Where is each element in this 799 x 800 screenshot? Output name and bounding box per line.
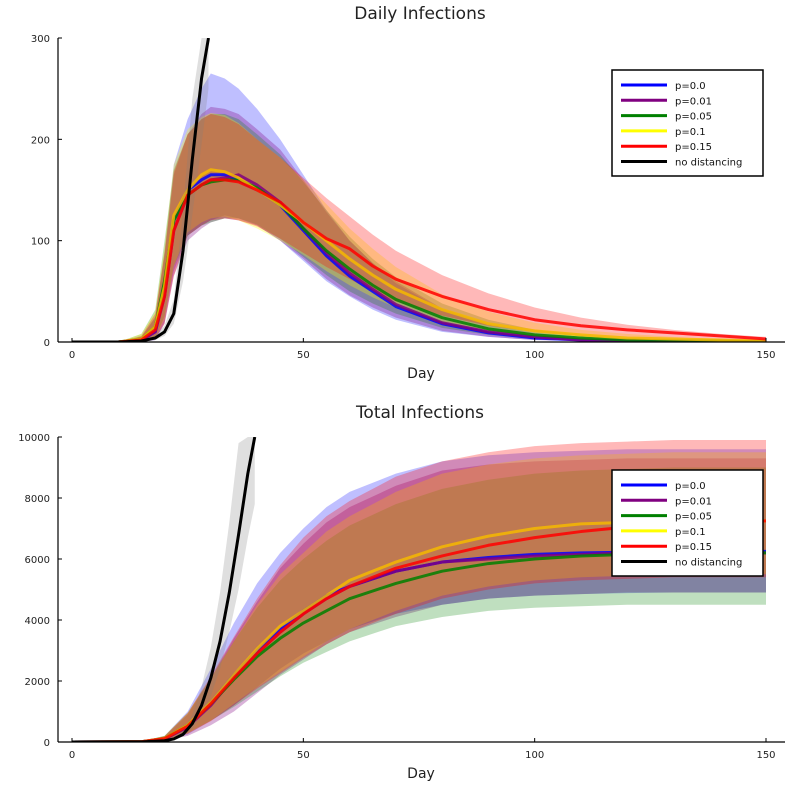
legend-label: no distancing (675, 558, 742, 569)
x-tick-label: 50 (297, 350, 310, 361)
legend-label: no distancing (675, 158, 742, 169)
x-axis-label: Day (407, 766, 435, 782)
legend-label: p=0.15 (675, 542, 712, 553)
legend-label: p=0.01 (675, 96, 712, 107)
x-tick-label: 50 (297, 750, 310, 761)
legend-label: p=0.05 (675, 512, 712, 523)
y-tick-label: 8000 (25, 494, 50, 505)
y-tick-label: 2000 (25, 677, 50, 688)
total-infections-panel: Total Infections 0 50 100 150 0 2000 4000 6000 8… (18, 403, 785, 782)
x-tick-label: 150 (756, 750, 775, 761)
legend-label: p=0.1 (675, 527, 706, 538)
legend: p=0.0 p=0.01 p=0.05 p=0.1 p=0.15 no distancin… (611, 69, 764, 177)
x-tick-label: 0 (69, 750, 75, 761)
x-tick-label: 100 (525, 350, 544, 361)
legend-label: p=0.15 (675, 142, 712, 153)
band-p-0-05 (72, 114, 766, 342)
chart-title: Daily Infections (354, 4, 486, 24)
y-tick-label: 0 (44, 338, 50, 349)
y-tick-label: 10000 (18, 433, 50, 444)
confidence-bands (72, 38, 766, 342)
legend-label: p=0.0 (675, 481, 706, 492)
axes: 0 50 100 150 0 2000 4000 6000 8000 10000 (18, 433, 785, 761)
y-tick-label: 200 (31, 135, 50, 146)
legend-label: p=0.01 (675, 496, 712, 507)
axes: 0 50 100 150 0 100 200 300 (31, 34, 785, 361)
x-tick-label: 150 (756, 350, 775, 361)
legend-label: p=0.1 (675, 127, 706, 138)
x-axis-label: Day (407, 366, 435, 382)
legend: p=0.0 p=0.01 p=0.05 p=0.1 p=0.15 no distancin… (611, 469, 764, 577)
y-tick-label: 0 (44, 738, 50, 749)
band-p-0-05 (72, 467, 766, 742)
legend-box (611, 469, 764, 577)
y-tick-label: 300 (31, 34, 50, 45)
series-lines (72, 38, 767, 342)
x-tick-label: 100 (525, 750, 544, 761)
band-p-0-15 (72, 114, 766, 342)
legend-box (611, 69, 764, 177)
series-line-no-distancing (72, 38, 210, 342)
series-line-p-0-15 (72, 178, 767, 342)
band-p-0-01 (72, 106, 766, 342)
daily-infections-panel: Daily Infections 0 50 100 150 0 100 200 300 Day… (31, 4, 785, 382)
legend-label: p=0.05 (675, 112, 712, 123)
y-tick-label: 4000 (25, 616, 50, 627)
y-tick-label: 100 (31, 237, 50, 248)
y-tick-label: 6000 (25, 555, 50, 566)
band-p-0-0 (72, 73, 766, 342)
legend-label: p=0.0 (675, 81, 706, 92)
band-p-0-1 (72, 112, 766, 342)
series-line-no-distancing (71, 437, 257, 742)
chart-title: Total Infections (355, 403, 484, 423)
x-tick-label: 0 (69, 350, 75, 361)
band-no-distancing (72, 437, 255, 742)
